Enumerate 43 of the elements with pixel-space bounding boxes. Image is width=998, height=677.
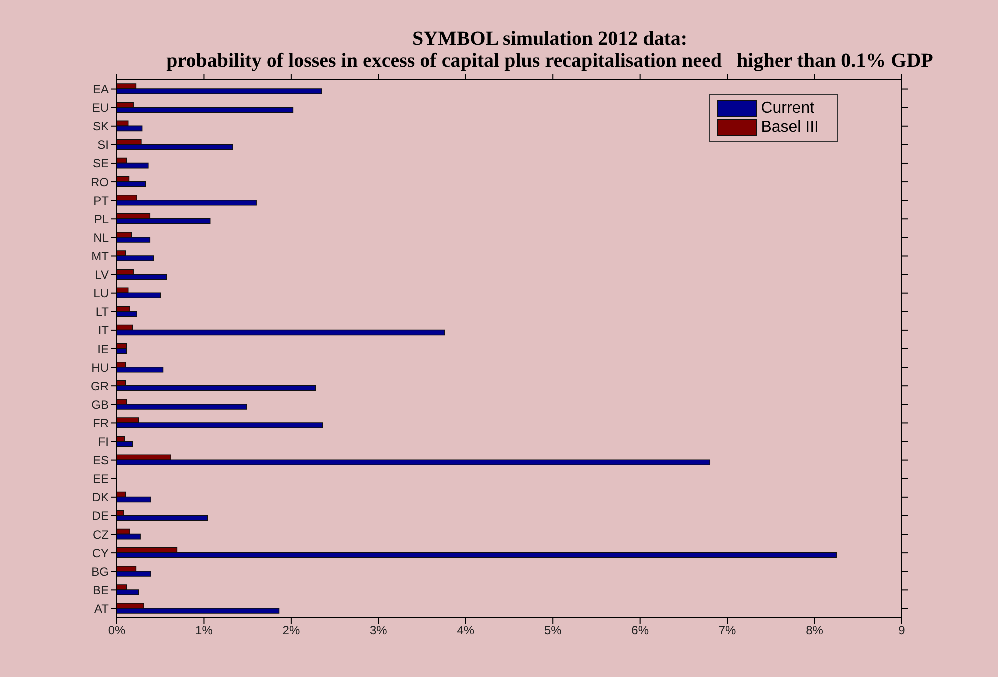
y-tick-label: IT <box>98 324 110 338</box>
y-tick-label: LV <box>95 268 109 282</box>
y-tick-label: DE <box>92 509 109 524</box>
legend-label: Current <box>761 100 815 118</box>
y-tick-label: BG <box>92 564 109 579</box>
y-tick-label: LU <box>94 286 109 301</box>
x-tick-label: 2% <box>282 624 300 638</box>
y-tick-label: MT <box>92 250 110 264</box>
y-tick-label: CZ <box>93 528 109 542</box>
y-tick-label: EU <box>92 101 109 116</box>
y-tick-label: SE <box>92 156 109 171</box>
y-tick-label: RO <box>91 175 109 190</box>
x-tick-label: 7% <box>718 624 737 638</box>
y-tick-label: FI <box>98 435 109 450</box>
y-tick-label: EE <box>92 472 109 486</box>
y-tick-label: FR <box>93 416 110 430</box>
y-tick-label: SI <box>98 138 109 152</box>
y-tick-label: IE <box>98 342 109 356</box>
y-tick-label: PT <box>94 194 110 208</box>
x-tick-label: 8% <box>806 624 824 638</box>
y-tick-label: AT <box>94 602 110 616</box>
y-tick-label: BE <box>92 583 109 598</box>
legend-label: Basel III <box>761 118 819 136</box>
y-tick-label: LT <box>96 305 110 320</box>
y-tick-label: SK <box>92 120 109 134</box>
x-tick-label: 5% <box>544 624 562 638</box>
y-tick-label: GB <box>92 398 109 412</box>
x-tick-label: 6% <box>632 624 650 638</box>
x-tick-label: 1% <box>196 624 214 638</box>
y-tick-label: DK <box>92 490 109 505</box>
chart-subtitle: probability of losses in excess of capital plus recapitalisation need higher than 0.1% GDP <box>166 50 934 72</box>
y-tick-label: PL <box>94 212 110 226</box>
y-tick-label: GR <box>91 379 110 394</box>
y-tick-label: NL <box>94 230 110 245</box>
y-tick-label: HU <box>92 360 109 375</box>
x-tick-label: 4% <box>457 624 475 638</box>
y-tick-label: ES <box>92 454 109 468</box>
x-tick-label: 0% <box>108 624 126 638</box>
x-tick-label: 3% <box>370 624 388 638</box>
y-tick-label: EA <box>92 82 109 97</box>
chart-title: SYMBOL simulation 2012 data: <box>411 28 689 50</box>
y-tick-label: CY <box>92 546 109 560</box>
x-tick-label: 9 <box>898 624 906 638</box>
